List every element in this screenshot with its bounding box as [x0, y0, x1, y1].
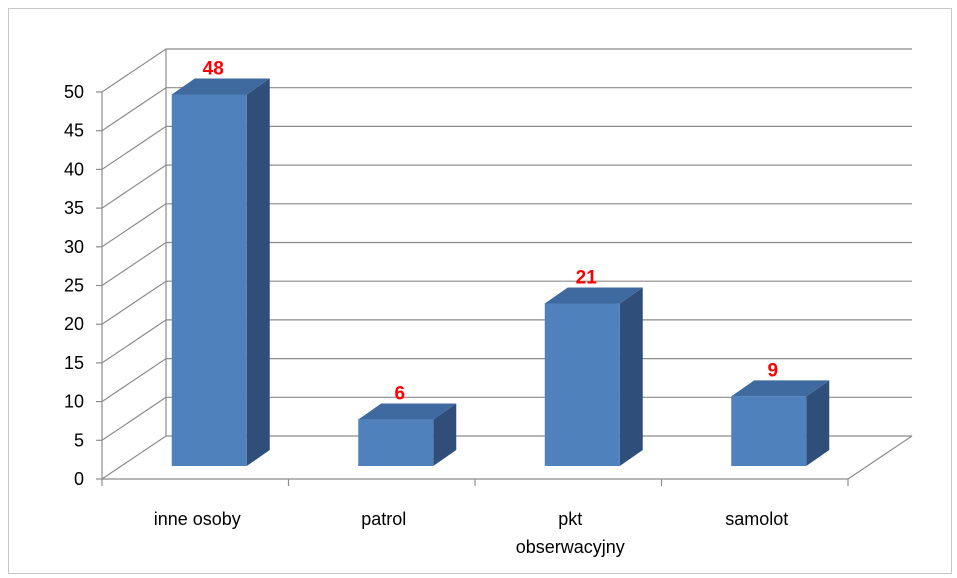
bar-2 [544, 303, 620, 466]
gridline-side-15 [101, 319, 167, 364]
gridline-side-45 [101, 87, 167, 132]
gridline-side-40 [101, 125, 167, 170]
x-tick-label-1: patrol [361, 509, 406, 529]
gridline-side-5 [101, 396, 167, 441]
x-tick-label-0: inne osoby [154, 509, 241, 529]
bar-side-1 [433, 403, 457, 466]
bar-side-0 [246, 78, 270, 466]
gridline-side-30 [101, 203, 167, 248]
bar-0 [171, 94, 247, 466]
gridline-side-10 [101, 358, 167, 403]
gridline-side-20 [101, 280, 167, 325]
y-tick-label-10: 10 [64, 392, 84, 412]
y-tick-label-50: 50 [64, 82, 84, 102]
bar-1 [358, 419, 434, 466]
bar-side-3 [806, 380, 830, 466]
bar-3 [731, 396, 807, 466]
y-tick-label-15: 15 [64, 353, 84, 373]
y-tick-label-40: 40 [64, 159, 84, 179]
gridline-side-0 [101, 435, 167, 480]
floor-right-edge [847, 435, 913, 480]
bar-top-3 [731, 380, 830, 397]
gridline-side-35 [101, 164, 167, 209]
x-tick-label-2-line-0: pkt [558, 509, 582, 529]
data-label-3: 9 [767, 360, 778, 381]
bar-side-2 [619, 287, 643, 466]
x-tick-label-2-line-1: obserwacyjny [516, 537, 625, 557]
bar-top-0 [171, 78, 270, 95]
bar-top-2 [544, 287, 643, 304]
data-label-2: 21 [576, 267, 598, 288]
y-tick-label-0: 0 [74, 469, 84, 489]
chart-frame [8, 8, 952, 574]
gridline-side-25 [101, 242, 167, 286]
gridline-side-50 [101, 48, 167, 93]
y-tick-label-35: 35 [64, 198, 84, 218]
y-tick-label-30: 30 [64, 237, 84, 257]
data-label-0: 48 [203, 58, 224, 79]
y-tick-label-5: 5 [74, 430, 84, 450]
y-tick-label-25: 25 [64, 276, 84, 296]
bar-top-1 [358, 403, 457, 420]
x-tick-label-3: samolot [725, 509, 788, 529]
y-tick-label-20: 20 [64, 314, 84, 334]
y-tick-label-45: 45 [64, 121, 84, 141]
data-label-1: 6 [394, 384, 405, 405]
